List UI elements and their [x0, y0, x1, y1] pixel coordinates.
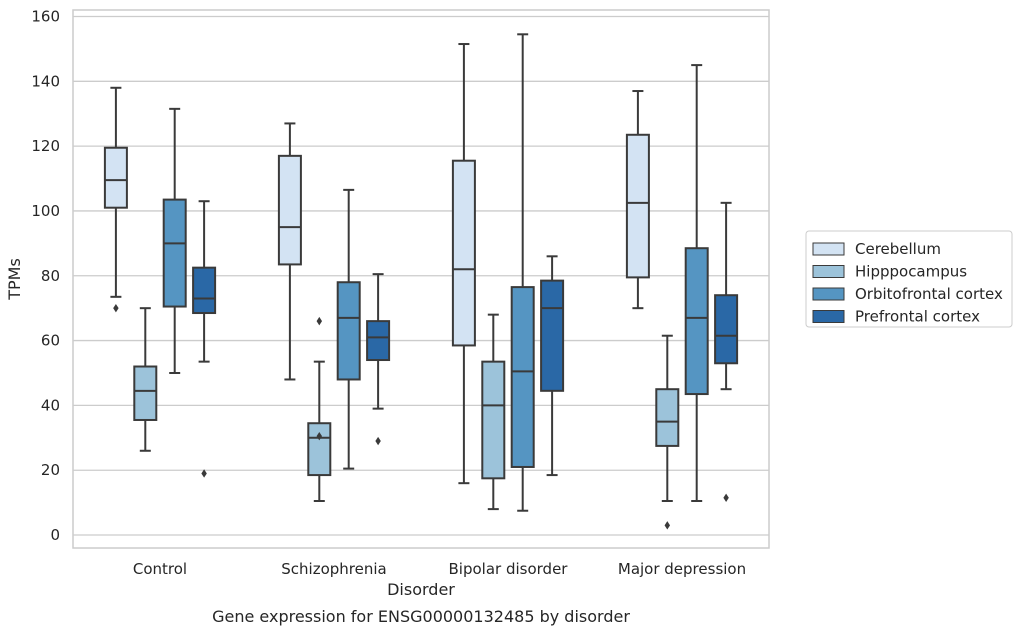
box-iqr: [625, 133, 650, 279]
x-tick-label-control: Control: [133, 560, 187, 578]
box-iqr: [103, 146, 128, 209]
x-tick-label-major-depression: Major depression: [618, 560, 746, 578]
box-orbitofrontal-cortex-bipolar-disorder: [510, 33, 535, 512]
outlier-point: [375, 436, 381, 446]
y-axis-label: TPMs: [5, 258, 24, 301]
outlier-point: [723, 493, 729, 502]
box-prefrontal-cortex-schizophrenia: [366, 273, 391, 446]
box-iqr: [366, 320, 391, 362]
box-iqr: [162, 198, 187, 308]
legend-label: Cerebellum: [855, 240, 941, 258]
plot-frame: [72, 9, 770, 549]
box-iqr: [336, 281, 361, 381]
y-tick-label: 0: [50, 526, 60, 544]
box-iqr: [481, 360, 506, 480]
box-prefrontal-cortex-major-depression: [714, 201, 739, 502]
outlier-point: [316, 431, 323, 441]
box-cerebellum-major-depression: [625, 90, 650, 310]
y-tick-label: 20: [41, 461, 60, 479]
y-tick-label: 40: [41, 396, 60, 414]
box-iqr: [714, 294, 739, 365]
box-hipppocampus-bipolar-disorder: [481, 313, 506, 511]
box-iqr: [307, 422, 332, 477]
y-axis-ticks: 0 20 40 60 80 100 120 140 160: [31, 7, 60, 544]
box-iqr: [277, 154, 302, 266]
legend-frame: [805, 230, 1013, 328]
box-plot-series: [103, 33, 739, 530]
box-hipppocampus-control: [133, 307, 158, 452]
box-prefrontal-cortex-bipolar-disorder: [540, 255, 565, 477]
legend: Cerebellum Hipppocampus Orbitofrontal cort…: [805, 230, 1013, 328]
legend-swatch: [812, 287, 845, 301]
box-iqr: [684, 247, 709, 396]
box-iqr: [451, 159, 476, 347]
box-orbitofrontal-cortex-schizophrenia: [336, 188, 361, 470]
outlier-point: [113, 303, 119, 313]
y-tick-label: 120: [31, 137, 60, 155]
y-tick-label: 160: [31, 7, 60, 25]
x-tick-label-bipolar-disorder: Bipolar disorder: [449, 560, 569, 578]
box-iqr: [192, 266, 217, 315]
legend-item-hipppocampus: Hipppocampus: [812, 263, 967, 281]
box-iqr: [133, 365, 158, 421]
box-cerebellum-schizophrenia: [277, 122, 302, 381]
legend-swatch: [812, 310, 845, 323]
box-hipppocampus-schizophrenia: [307, 316, 332, 503]
legend-item-prefrontal-cortex: Prefrontal cortex: [812, 308, 980, 326]
y-tick-label: 80: [41, 267, 60, 285]
legend-item-orbitofrontal-cortex: Orbitofrontal cortex: [812, 285, 1003, 303]
box-iqr: [540, 279, 565, 392]
box-orbitofrontal-cortex-major-depression: [684, 64, 709, 503]
x-axis-label: Disorder: [387, 580, 455, 599]
x-tick-label-schizophrenia: Schizophrenia: [281, 560, 386, 578]
legend-item-cerebellum: Cerebellum: [812, 240, 941, 258]
outlier-point: [316, 316, 323, 326]
legend-label: Prefrontal cortex: [855, 308, 980, 326]
box-iqr: [510, 286, 535, 468]
y-tick-label: 140: [31, 72, 60, 90]
box-cerebellum-control: [103, 86, 128, 313]
legend-label: Hipppocampus: [855, 263, 967, 281]
legend-swatch: [812, 242, 845, 256]
y-tick-label: 100: [31, 202, 60, 220]
outlier-point: [664, 521, 671, 530]
box-hipppocampus-major-depression: [655, 334, 680, 530]
grid-lines: [73, 15, 769, 536]
box-iqr: [655, 388, 680, 447]
box-orbitofrontal-cortex-control: [162, 107, 187, 374]
legend-label: Orbitofrontal cortex: [855, 285, 1003, 303]
x-axis-ticks: Control Schizophrenia Bipolar disorder Majo…: [133, 560, 746, 578]
y-tick-label: 60: [41, 332, 60, 350]
box-prefrontal-cortex-control: [192, 200, 217, 478]
chart-caption: Gene expression for ENSG00000132485 by d…: [212, 607, 630, 626]
box-cerebellum-bipolar-disorder: [451, 43, 476, 485]
legend-swatch: [812, 265, 845, 278]
outlier-point: [201, 469, 207, 478]
